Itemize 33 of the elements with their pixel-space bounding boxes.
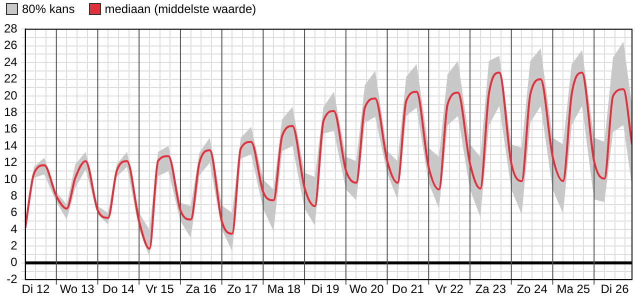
x-tick-label: Di 19 [311, 282, 340, 296]
x-tick-label: Za 16 [186, 282, 217, 296]
y-tick-label: 0 [10, 255, 18, 270]
y-tick-label: 28 [4, 22, 18, 36]
x-tick-label: Zo 17 [227, 282, 258, 296]
y-tick-label: 12 [4, 155, 18, 170]
y-tick-label: 18 [4, 104, 18, 119]
x-tick-label: Do 14 [102, 282, 135, 296]
x-tick-label: Vr 15 [146, 282, 174, 296]
legend-label: mediaan (middelste waarde) [104, 2, 256, 16]
x-tick-label: Ma 25 [556, 282, 590, 296]
x-tick-label: Di 26 [600, 282, 630, 296]
y-tick-label: 14 [4, 138, 18, 152]
x-tick-label: Zo 24 [516, 282, 548, 296]
y-tick-label: 2 [10, 238, 18, 253]
x-tick-label: Wo 13 [60, 282, 95, 296]
y-tick-label: -2 [6, 272, 18, 286]
y-tick-label: 8 [10, 188, 18, 202]
y-tick-label: 4 [10, 222, 18, 236]
x-tick-label: Za 23 [475, 282, 506, 296]
x-tick-label: Ma 18 [267, 282, 301, 296]
x-tick-label: Do 21 [392, 282, 424, 296]
y-tick-label: 24 [4, 54, 18, 69]
y-tick-label: 20 [4, 88, 18, 102]
text: 80% kans [22, 2, 75, 16]
x-tick-label: Vr 22 [435, 282, 464, 296]
y-tick-label: 26 [4, 38, 18, 52]
y-tick-label: 6 [10, 205, 18, 220]
x-tick-label: Di 12 [22, 282, 50, 296]
y-tick-label: 10 [4, 172, 18, 186]
y-tick-label: 22 [4, 72, 18, 86]
x-tick-label: Wo 20 [349, 282, 384, 296]
y-tick-label: 16 [4, 122, 18, 136]
